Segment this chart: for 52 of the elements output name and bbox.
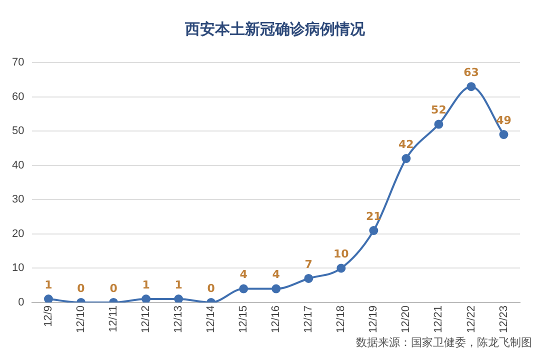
x-tick-label: 12/17 — [302, 305, 315, 334]
x-tick-label: 12/19 — [368, 305, 380, 334]
x-tick-label: 12/9 — [42, 305, 55, 327]
data-label: 52 — [431, 104, 446, 117]
x-tick-label: 12/22 — [465, 305, 478, 334]
x-tick-label: 12/15 — [238, 305, 250, 334]
point — [499, 130, 508, 140]
data-label: 49 — [496, 114, 512, 127]
point — [44, 294, 53, 302]
point — [174, 294, 184, 302]
y-tick-label: 0 — [18, 296, 24, 309]
point — [336, 264, 346, 273]
data-label: 0 — [207, 282, 216, 295]
data-label: 63 — [464, 66, 479, 79]
y-tick-label: 40 — [12, 159, 24, 172]
y-tick-label: 50 — [12, 125, 24, 138]
point — [434, 120, 444, 129]
y-tick-label: 60 — [12, 90, 24, 103]
source-note: 数据来源：国家卫健委，陈龙飞制图 — [356, 335, 532, 350]
data-label: 0 — [77, 282, 86, 295]
data-label: 10 — [333, 248, 350, 261]
data-label: 42 — [398, 138, 414, 151]
point — [272, 284, 281, 294]
y-tick-label: 30 — [12, 194, 24, 206]
data-label: 1 — [174, 278, 182, 292]
y-tick-label: 10 — [12, 262, 24, 274]
point — [369, 226, 378, 236]
x-tick-label: 12/12 — [140, 305, 152, 334]
chart-title: 西安本土新冠确诊病例情况 — [184, 20, 366, 39]
data-label: 1 — [142, 278, 150, 292]
point — [402, 154, 411, 164]
data-label: 21 — [366, 210, 382, 223]
x-tick-label: 12/18 — [335, 305, 348, 334]
x-tick-label: 12/21 — [432, 305, 445, 334]
x-tick-label: 12/16 — [270, 305, 282, 334]
point — [239, 284, 248, 294]
y-tick-label: 70 — [12, 56, 24, 69]
y-tick-label: 20 — [12, 228, 24, 240]
point — [142, 294, 151, 302]
point — [466, 82, 476, 92]
x-tick-label: 12/14 — [205, 305, 218, 334]
data-label: 0 — [110, 282, 118, 295]
x-tick-label: 12/23 — [498, 305, 510, 334]
data-label: 4 — [272, 268, 280, 282]
data-label: 4 — [240, 268, 248, 282]
x-tick-label: 12/10 — [75, 305, 88, 334]
x-tick-label: 12/20 — [400, 305, 412, 334]
data-label: 1 — [44, 278, 52, 292]
data-label: 7 — [304, 258, 312, 271]
x-tick-label: 12/13 — [172, 305, 185, 334]
x-tick-label: 12/11 — [108, 305, 120, 332]
point — [304, 274, 314, 283]
